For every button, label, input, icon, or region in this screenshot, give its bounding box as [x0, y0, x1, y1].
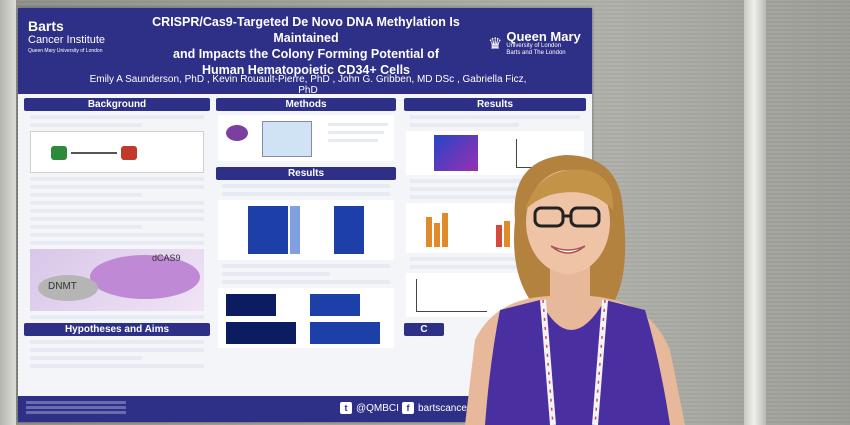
methylation-heatmap-1 — [218, 200, 394, 260]
twitter-icon: t — [340, 402, 352, 414]
logo-left-line2: Cancer Institute — [28, 34, 106, 46]
section-conclusions: C — [404, 323, 444, 336]
logo-left-line3: Queen Mary University of London — [28, 48, 103, 54]
crown-icon: ♛ — [488, 35, 503, 53]
title-line3: Human Hematopoietic CD34+ Cells — [201, 63, 411, 77]
dcas9-diagram: DNMT dCAS9 — [30, 249, 204, 311]
logo-left-line1: Barts — [28, 18, 64, 34]
wall-frame-pole — [744, 0, 766, 425]
smile — [550, 245, 586, 254]
section-hypotheses: Hypotheses and Aims — [24, 323, 210, 336]
hair-fringe — [525, 169, 614, 210]
title-line1: CRISPR/Cas9-Targeted De Novo DNA Methyla… — [152, 15, 460, 45]
methylation-heatmap-2 — [218, 288, 394, 348]
dcas9-label: dCAS9 — [152, 253, 181, 263]
presenter — [465, 155, 685, 425]
section-background: Background — [24, 98, 210, 111]
dnmt-label: DNMT — [48, 281, 77, 292]
title-line2: and Impacts the Colony Forming Potential… — [173, 47, 439, 61]
poster-title: CRISPR/Cas9-Targeted De Novo DNA Methyla… — [128, 14, 484, 78]
wall-frame-left — [0, 0, 16, 425]
logo-right-line2: University of London — [506, 43, 562, 49]
background-figure — [30, 131, 204, 173]
poster-authors: Emily A Saunderson, PhD , Kevin Rouault-… — [89, 74, 527, 96]
barts-logo: Barts Cancer Institute Queen Mary Univer… — [28, 18, 118, 54]
references — [26, 399, 126, 416]
queen-mary-logo: ♛ Queen Mary University of London Barts … — [488, 30, 584, 57]
logo-right-line1: Queen Mary — [506, 29, 581, 44]
twitter-text: @QMBCI — [356, 402, 399, 414]
facebook-icon: f — [402, 402, 414, 414]
section-results-right: Results — [404, 98, 586, 111]
purple-top — [485, 300, 670, 425]
twitter-handle: t @QMBCI — [340, 402, 399, 414]
right-column: Results C — [404, 98, 586, 336]
logo-right-line3: Barts and The London — [506, 50, 566, 56]
results-heatmap — [406, 131, 584, 175]
section-methods: Methods — [216, 98, 396, 111]
poster-banner: Barts Cancer Institute Queen Mary Univer… — [18, 8, 592, 96]
left-column: Background DNMT dCAS9 Hypotheses and Aim… — [24, 98, 210, 372]
middle-column: Methods Results — [216, 98, 396, 352]
methods-figure — [218, 115, 394, 161]
facebook-text: bartscancerinst — [418, 402, 486, 414]
section-results-middle: Results — [216, 167, 396, 180]
facebook-handle: f bartscancerinst — [402, 402, 486, 414]
